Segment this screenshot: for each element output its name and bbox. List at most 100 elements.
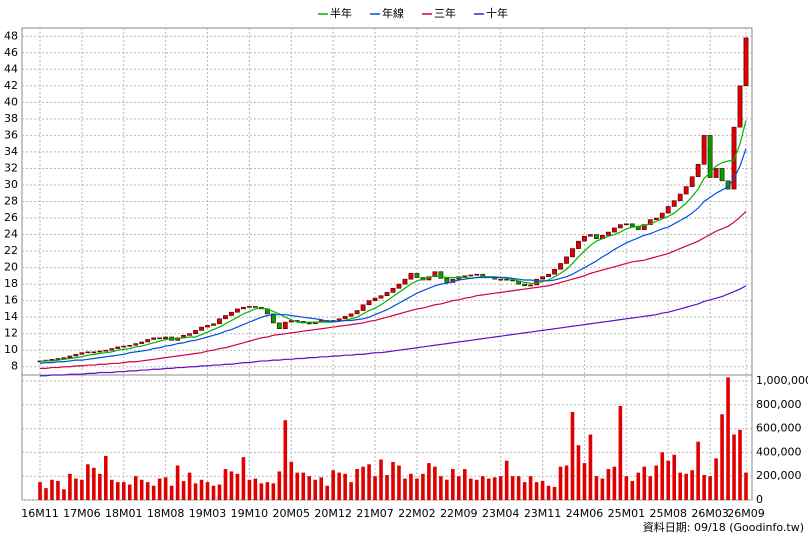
candle [468,274,474,277]
legend-label: 半年 [330,6,352,20]
candle [701,135,707,165]
candle [629,223,635,227]
volume-bar [480,476,485,500]
volume-bar [708,476,712,500]
candle [211,323,216,326]
candle [235,308,240,313]
volume-bar [229,471,234,500]
candle [737,85,743,128]
volume-bar [110,479,114,500]
x-tick-label: 24M06 [566,507,604,520]
volume-bar [600,478,605,500]
volume-bar [145,482,150,500]
candle [348,313,354,317]
volume-bar [534,482,539,500]
volume-bar [283,420,288,500]
y2-tick-label: 1,000,000 [756,374,808,387]
volume-bar [564,465,569,500]
volume-bar [187,472,192,500]
candle [552,268,557,275]
volume-bar [433,466,437,500]
volume-bar [343,473,347,500]
volume-bar [445,479,449,500]
volume-bar [104,455,108,500]
volume-bar [355,469,359,500]
candle [223,315,228,320]
candle [665,206,671,214]
candle [432,271,438,277]
volume-bar [427,463,431,500]
candle [396,283,402,289]
volume-bar [409,473,413,500]
volume-bar [421,473,425,500]
candle [570,248,575,258]
y-tick-label: 28 [4,195,18,208]
candle [504,278,510,281]
volume-bar [630,480,635,500]
candle [641,224,647,230]
legend-label: 十年 [486,6,508,20]
y2-tick-label: 800,000 [756,398,802,411]
candle [97,350,103,353]
y-tick-label: 42 [4,79,18,92]
volume-bar [349,482,353,500]
volume-bar [169,485,174,500]
candle [151,337,157,340]
volume-bar [463,469,467,500]
candle [522,283,528,287]
volume-bar [115,482,120,500]
footer: 資料日期: 09/18 (Goodinfo.tw) [643,520,804,534]
y-tick-label: 10 [4,343,18,356]
candle [462,275,468,278]
x-tick-label: 20M12 [314,507,352,520]
candle [217,318,222,325]
volume-bar [211,485,216,500]
volume-bar [732,434,736,500]
volume-bar [457,476,461,500]
volume-bar [139,479,144,500]
volume-bar [690,470,694,500]
candle [438,271,444,279]
candle [354,310,360,315]
x-tick-label: 23M04 [482,507,520,520]
volume-bar [289,461,294,500]
volume-bar [313,479,318,500]
volume-bar [468,478,473,500]
volume-bar [331,470,335,500]
candle [588,234,593,237]
candle [79,352,85,355]
candle [671,200,677,207]
volume-bar [588,434,593,500]
candle [731,126,737,190]
candle [205,325,210,328]
volume-bar [648,476,653,500]
candle [510,279,516,282]
x-tick-label: 26M03 [691,507,729,520]
candle [241,306,246,310]
volume-bar [642,466,647,500]
volume-bar [546,485,551,500]
candle [659,212,665,219]
volume-bar [98,473,102,500]
candle [713,168,719,178]
x-tick-label: 19M03 [189,507,227,520]
y-tick-label: 22 [4,244,18,257]
candle [707,135,713,178]
candle [193,330,198,334]
volume-bar [439,476,443,500]
y-tick-label: 24 [4,228,18,241]
volume-bar [277,471,282,500]
candle [743,37,749,87]
x-tick-label: 21M07 [356,507,394,520]
candle [276,322,282,330]
volume-bar [516,476,521,500]
volume-bar [451,469,455,500]
x-tick-label: 26M09 [727,507,765,520]
candle [157,337,163,340]
volume-bar [606,469,611,500]
volume-bar [157,478,162,500]
volume-bar [486,478,491,500]
volume-bar [367,464,371,500]
volume-bar [319,477,323,500]
